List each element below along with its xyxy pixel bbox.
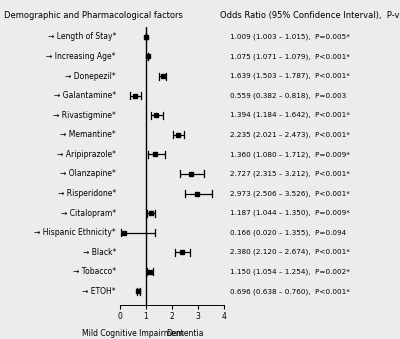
Text: 1.394 (1.184 – 1.642),  P<0.001*: 1.394 (1.184 – 1.642), P<0.001*	[230, 112, 350, 118]
Text: 0.166 (0.020 – 1.355),  P=0.094: 0.166 (0.020 – 1.355), P=0.094	[230, 230, 346, 236]
Text: → Donepezil*: → Donepezil*	[65, 72, 116, 81]
Text: Demographic and Pharmacological factors: Demographic and Pharmacological factors	[4, 11, 183, 20]
Text: → Tobacco*: → Tobacco*	[73, 267, 116, 276]
Text: 2.235 (2.021 – 2.473),  P<0.001*: 2.235 (2.021 – 2.473), P<0.001*	[230, 132, 350, 138]
Text: 1.639 (1.503 – 1.787),  P<0.001*: 1.639 (1.503 – 1.787), P<0.001*	[230, 73, 350, 79]
Text: Mild Cognitive Impairment: Mild Cognitive Impairment	[82, 329, 184, 338]
Text: → Hispanic Ethnicity*: → Hispanic Ethnicity*	[34, 228, 116, 237]
Text: → Aripiprazole*: → Aripiprazole*	[57, 150, 116, 159]
Text: → Olanzapine*: → Olanzapine*	[60, 170, 116, 178]
Text: 2.380 (2.120 – 2.674),  P<0.001*: 2.380 (2.120 – 2.674), P<0.001*	[230, 249, 350, 256]
Text: → ETOH*: → ETOH*	[82, 287, 116, 296]
Text: 2.727 (2.315 – 3.212),  P<0.001*: 2.727 (2.315 – 3.212), P<0.001*	[230, 171, 350, 177]
Text: Dementia: Dementia	[166, 329, 204, 338]
Text: → Memantine*: → Memantine*	[60, 130, 116, 139]
Text: → Risperidone*: → Risperidone*	[58, 189, 116, 198]
Text: 1.187 (1.044 – 1.350),  P=0.009*: 1.187 (1.044 – 1.350), P=0.009*	[230, 210, 350, 216]
Text: 1.009 (1.003 – 1.015),  P=0.005*: 1.009 (1.003 – 1.015), P=0.005*	[230, 34, 350, 40]
Text: → Length of Stay*: → Length of Stay*	[48, 33, 116, 41]
Text: → Citalopram*: → Citalopram*	[61, 208, 116, 218]
Text: → Galantamine*: → Galantamine*	[54, 91, 116, 100]
Text: 1.150 (1.054 – 1.254),  P=0.002*: 1.150 (1.054 – 1.254), P=0.002*	[230, 268, 350, 275]
Text: Odds Ratio (95% Confidence Interval),  P-value: Odds Ratio (95% Confidence Interval), P-…	[220, 11, 400, 20]
Text: 0.696 (0.638 – 0.760),  P<0.001*: 0.696 (0.638 – 0.760), P<0.001*	[230, 288, 350, 295]
Text: 1.075 (1.071 – 1.079),  P<0.001*: 1.075 (1.071 – 1.079), P<0.001*	[230, 53, 350, 60]
Text: 1.360 (1.080 – 1.712),  P=0.009*: 1.360 (1.080 – 1.712), P=0.009*	[230, 151, 350, 158]
Text: 0.559 (0.382 – 0.818),  P=0.003: 0.559 (0.382 – 0.818), P=0.003	[230, 93, 346, 99]
Text: → Rivastigmine*: → Rivastigmine*	[53, 111, 116, 120]
Text: → Increasing Age*: → Increasing Age*	[46, 52, 116, 61]
Text: 2.973 (2.506 – 3.526),  P<0.001*: 2.973 (2.506 – 3.526), P<0.001*	[230, 190, 350, 197]
Text: → Black*: → Black*	[83, 248, 116, 257]
